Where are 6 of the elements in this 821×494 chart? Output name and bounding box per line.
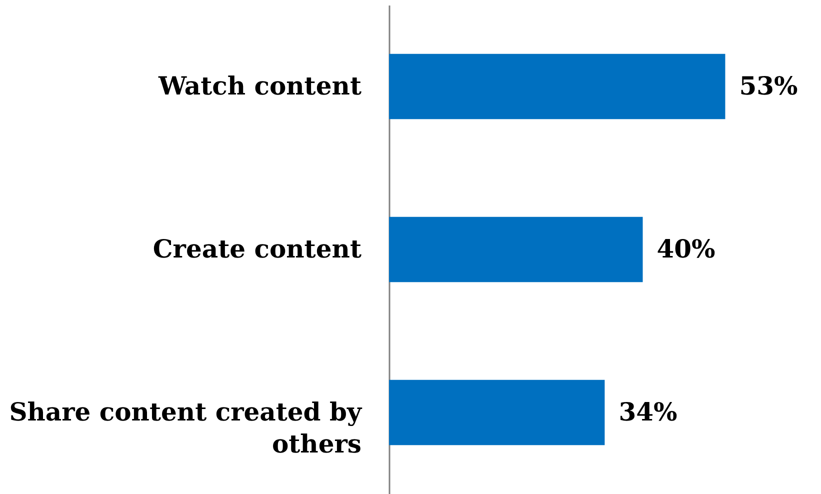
data-label: 40% [656,234,716,264]
y-tick-label: Watch content [157,72,362,100]
data-label: 53% [739,72,798,100]
y-tick-label: Share content created by others [9,398,363,458]
y-tick-label: Create content [152,234,362,264]
data-label: 34% [618,398,678,426]
